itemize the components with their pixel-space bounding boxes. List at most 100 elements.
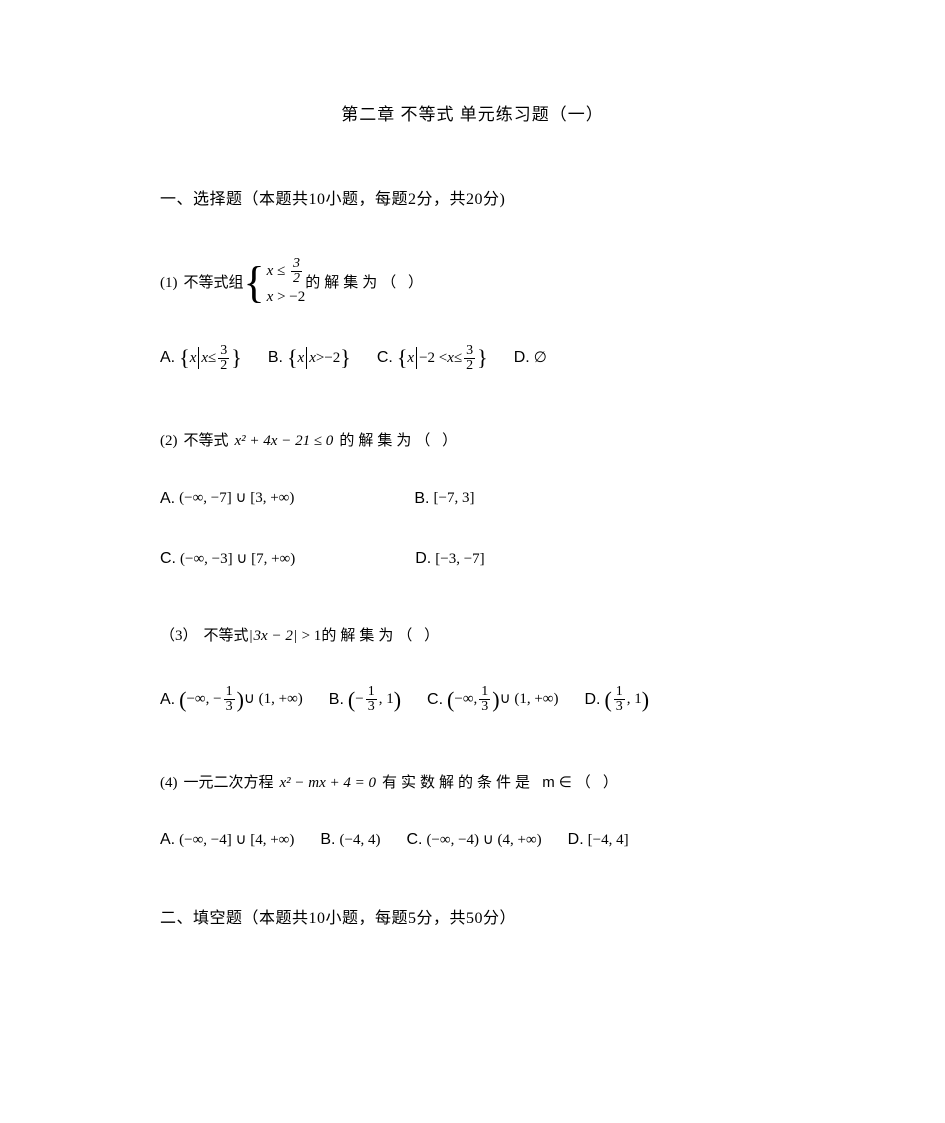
q1-b-setvar: x: [298, 344, 305, 373]
q4-b-val: (−4, 4): [339, 826, 380, 855]
q1-a-label: A.: [160, 343, 175, 373]
q3-d-num: 1: [614, 685, 625, 700]
q3-c-right: ∪ (1, +∞): [500, 685, 559, 714]
q4-b-label: B.: [320, 825, 335, 855]
q3-pre-text: 不等式: [204, 622, 249, 651]
q3-d-right: , 1: [627, 685, 642, 714]
q4-pre-text: 一元二次方程: [184, 769, 274, 798]
q2-options-row2: C. (−∞, −3] ∪ [7, +∞) D. [−3, −7]: [160, 544, 785, 574]
q4-option-a: A. (−∞, −4] ∪ [4, +∞): [160, 825, 294, 855]
q3-d-den: 3: [614, 700, 625, 714]
question-2: (2) 不等式 x² + 4x − 21 ≤ 0 的解集为（ ） A. (−∞,…: [160, 427, 785, 574]
q2-option-d: D. [−3, −7]: [415, 544, 484, 574]
q4-c-label: C.: [406, 825, 422, 855]
q3-c-label: C.: [427, 685, 443, 715]
q1-sys-r1-num: 3: [291, 257, 302, 272]
q1-sys-r1-den: 2: [291, 272, 302, 286]
q1-c-den: 2: [464, 359, 475, 373]
q4-options: A. (−∞, −4] ∪ [4, +∞) B. (−4, 4) C. (−∞,…: [160, 825, 785, 855]
q2-c-val: (−∞, −3] ∪ [7, +∞): [180, 545, 295, 574]
q2-b-label: B.: [414, 484, 429, 514]
q4-c-val: (−∞, −4) ∪ (4, +∞): [426, 826, 541, 855]
q3-prompt: （3） 不等式 |3x − 2| > 1 的解集为（ ）: [160, 622, 785, 651]
q3-a-num: 1: [224, 685, 235, 700]
q2-prompt: (2) 不等式 x² + 4x − 21 ≤ 0 的解集为（ ）: [160, 427, 785, 456]
q1-pre-text: 不等式组: [184, 269, 244, 298]
q3-d-label: D.: [584, 685, 600, 715]
q1-b-cond-b: −2: [324, 344, 340, 373]
q4-expr: x² − mx + 4 = 0: [280, 769, 377, 798]
q1-c-mid: x: [447, 344, 454, 373]
q2-option-a: A. (−∞, −7] ∪ [3, +∞): [160, 484, 294, 514]
q1-option-d: D. ∅: [514, 343, 547, 373]
q1-b-label: B.: [268, 343, 283, 373]
q2-d-label: D.: [415, 544, 431, 574]
q3-b-den: 3: [366, 700, 377, 714]
q1-c-setvar: x: [407, 344, 414, 373]
q1-post-text: 的解集为（ ）: [305, 269, 427, 298]
q3-abs-inner: 3x − 2: [254, 628, 293, 644]
q2-options-row1: A. (−∞, −7] ∪ [3, +∞) B. [−7, 3]: [160, 484, 785, 514]
q2-b-val: [−7, 3]: [433, 484, 474, 513]
q4-a-val: (−∞, −4] ∪ [4, +∞): [179, 826, 294, 855]
question-4: (4) 一元二次方程 x² − mx + 4 = 0 有实数解的条件是 m∈（ …: [160, 769, 785, 856]
section-2-heading: 二、填空题（本题共10小题，每题5分，共50分）: [160, 904, 785, 928]
q2-c-label: C.: [160, 544, 176, 574]
q4-d-label: D.: [568, 825, 584, 855]
q1-b-cond-op: >: [316, 344, 324, 373]
q3-a-den: 3: [224, 700, 235, 714]
q3-post-text: 的解集为（ ）: [321, 622, 443, 651]
q3-options: A. ( −∞, − 13 ) ∪ (1, +∞) B. ( − 13 , 1 …: [160, 679, 785, 721]
q4-a-label: A.: [160, 825, 175, 855]
q1-sys-r2-b: −2: [289, 289, 305, 305]
q3-abs-gt: > 1: [302, 628, 322, 644]
q3-b-right: , 1: [379, 685, 394, 714]
q2-a-label: A.: [160, 484, 175, 514]
page-title: 第二章 不等式 单元练习题（一）: [160, 100, 785, 125]
q3-a-label: A.: [160, 685, 175, 715]
q3-option-c: C. ( −∞, 13 ) ∪ (1, +∞): [427, 679, 558, 721]
q3-a-left: −∞, −: [186, 685, 221, 714]
q1-sys-r2-op: >: [277, 289, 285, 305]
q1-system: { x ≤ 32 x > −2: [244, 257, 306, 309]
q3-option-a: A. ( −∞, − 13 ) ∪ (1, +∞): [160, 679, 303, 721]
q4-prompt: (4) 一元二次方程 x² − mx + 4 = 0 有实数解的条件是 m∈（ …: [160, 769, 785, 798]
q1-c-lo: −2 <: [419, 344, 447, 373]
q2-post-text: 的解集为（ ）: [339, 427, 461, 456]
q3-b-left: −: [355, 685, 363, 714]
q3-c-den: 3: [479, 700, 490, 714]
q4-d-val: [−4, 4]: [588, 826, 629, 855]
q4-post-text: 有实数解的条件是 m∈（ ）: [382, 769, 622, 798]
section-1-heading: 一、选择题（本题共10小题，每题2分，共20分): [160, 185, 785, 209]
q1-c-num: 3: [464, 344, 475, 359]
q2-pre-text: 不等式: [184, 427, 229, 456]
q1-a-cond-a: x: [201, 344, 208, 373]
q2-number: (2): [160, 427, 178, 456]
question-1: (1) 不等式组 { x ≤ 32 x > −2 的解集为（ ） A.: [160, 257, 785, 379]
q3-c-left: −∞,: [454, 685, 477, 714]
q1-options: A. { x x ≤ 32 } B. { x x > −2 } C. { x −…: [160, 337, 785, 379]
q3-option-d: D. ( 13 , 1 ): [584, 679, 649, 721]
q2-expr: x² + 4x − 21 ≤ 0: [235, 427, 334, 456]
q3-option-b: B. ( − 13 , 1 ): [329, 679, 401, 721]
q3-a-right: ∪ (1, +∞): [244, 685, 303, 714]
q1-option-a: A. { x x ≤ 32 }: [160, 337, 242, 379]
q4-number: (4): [160, 769, 178, 798]
q4-option-d: D. [−4, 4]: [568, 825, 629, 855]
q1-d-label: D.: [514, 343, 530, 373]
q1-sys-r1-op: ≤: [277, 263, 285, 279]
q2-a-val: (−∞, −7] ∪ [3, +∞): [179, 484, 294, 513]
q1-option-b: B. { x x > −2 }: [268, 337, 351, 379]
q1-c-label: C.: [377, 343, 393, 373]
q2-option-c: C. (−∞, −3] ∪ [7, +∞): [160, 544, 295, 574]
q4-option-c: C. (−∞, −4) ∪ (4, +∞): [406, 825, 541, 855]
q1-sys-r2-var: x: [267, 289, 274, 305]
q1-number: (1): [160, 269, 178, 298]
q1-sys-r1-var: x: [267, 263, 274, 279]
q4-option-b: B. (−4, 4): [320, 825, 380, 855]
q1-a-den: 2: [218, 359, 229, 373]
q3-b-num: 1: [366, 685, 377, 700]
q3-b-label: B.: [329, 685, 344, 715]
q1-a-cond-op: ≤: [208, 344, 216, 373]
question-3: （3） 不等式 |3x − 2| > 1 的解集为（ ） A. ( −∞, − …: [160, 622, 785, 720]
